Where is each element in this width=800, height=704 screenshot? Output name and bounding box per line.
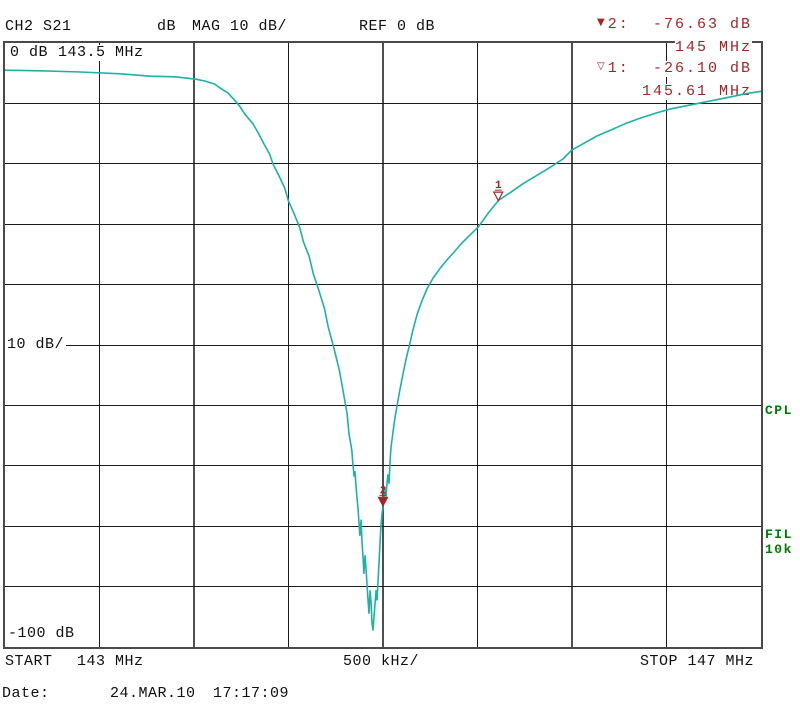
- marker2-filled-triangle-icon: ▼: [597, 17, 607, 28]
- time-value: 17:17:09: [213, 685, 290, 702]
- start-frequency-label: START: [5, 653, 53, 670]
- reference-level-label: REF 0 dB: [359, 18, 436, 35]
- gridline-horizontal: [5, 163, 761, 165]
- coupling-status-label: CPL: [765, 403, 793, 418]
- marker1-readout-label: ▽1:: [597, 60, 630, 78]
- reference-position-label: 0 dB 143.5 MHz: [8, 44, 146, 61]
- stop-frequency-label: STOP 147 MHz: [640, 653, 755, 670]
- frequency-per-division-label: 500 kHz/: [343, 653, 420, 670]
- gridline-horizontal: [5, 525, 761, 527]
- gridline-horizontal: [5, 223, 761, 225]
- marker1-frequency-value: 145.61 MHz: [641, 83, 752, 100]
- marker2-readout-label: ▼2:: [597, 16, 630, 34]
- if-filter-status-label: FIL: [765, 527, 793, 542]
- marker1-hollow-triangle-icon: ▽: [597, 61, 607, 72]
- bottom-scale-label: -100 dB: [6, 625, 77, 642]
- trace-format-label: MAG 10 dB/: [192, 18, 288, 35]
- gridline-horizontal: [5, 284, 761, 286]
- start-frequency-value: 143 MHz: [77, 653, 144, 670]
- scale-per-division-label: 10 dB/: [5, 336, 67, 353]
- marker1-level-value: -26.10 dB: [652, 60, 752, 77]
- gridline-horizontal: [5, 344, 761, 346]
- marker2-level-value: -76.63 dB: [652, 16, 752, 33]
- gridline-horizontal: [5, 586, 761, 588]
- channel-trace-label: CH2 S21: [5, 18, 72, 35]
- if-filter-value-label: 10k: [765, 542, 793, 557]
- gridline-horizontal: [5, 102, 761, 104]
- trace-unit-label: dB: [157, 18, 177, 35]
- gridline-horizontal: [5, 404, 761, 406]
- date-label: Date:: [2, 685, 50, 702]
- date-value: 24.MAR.10: [110, 685, 196, 702]
- reference-frequency-label: 143.5 MHz: [58, 44, 144, 61]
- marker2-frequency-value: 145 MHz: [674, 39, 752, 56]
- measurement-grid: [3, 41, 763, 649]
- gridline-horizontal: [5, 465, 761, 467]
